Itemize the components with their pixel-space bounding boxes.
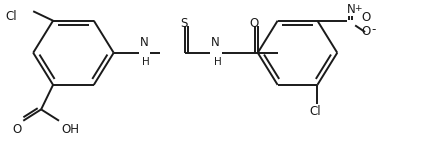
Text: H: H [142,58,150,67]
Text: Cl: Cl [309,105,321,118]
Text: N: N [140,36,148,49]
Text: +: + [354,4,362,13]
Text: S: S [180,17,188,30]
Text: N: N [211,36,220,49]
Text: O: O [13,123,22,136]
Text: O: O [249,17,259,30]
Text: N: N [347,3,356,16]
Text: -: - [371,24,375,36]
Text: Cl: Cl [5,10,17,23]
Text: O: O [361,11,370,24]
Text: OH: OH [61,123,79,136]
Text: H: H [214,58,222,67]
Text: O: O [361,25,370,38]
